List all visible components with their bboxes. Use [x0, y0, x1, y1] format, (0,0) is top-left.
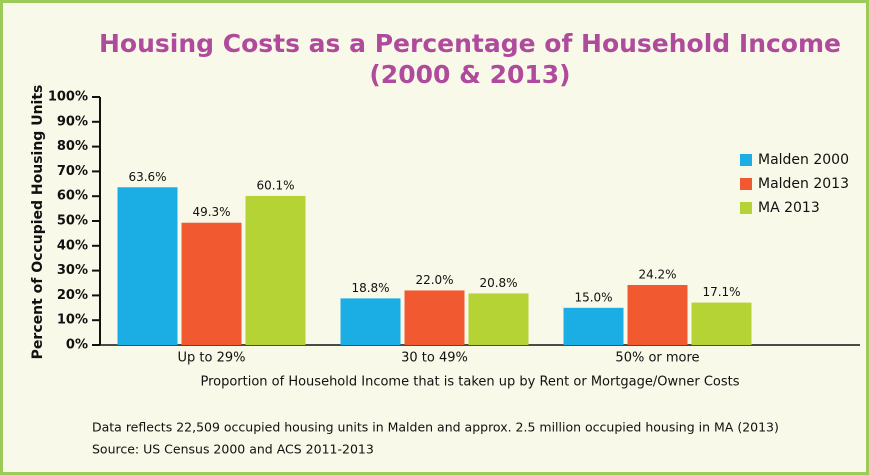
- legend-label: MA 2013: [758, 200, 820, 216]
- legend-label: Malden 2000: [758, 152, 849, 168]
- legend-swatch: [740, 154, 752, 166]
- bar: [245, 195, 306, 345]
- value-label: 18.8%: [351, 281, 389, 295]
- x-tick-label: 30 to 49%: [401, 351, 468, 366]
- y-tick-label: 30%: [57, 263, 88, 278]
- y-tick-label: 80%: [57, 139, 88, 154]
- value-label: 63.6%: [128, 170, 166, 184]
- x-axis-label: Proportion of Household Income that is t…: [200, 375, 739, 390]
- y-tick-label: 60%: [57, 189, 88, 204]
- y-tick-label: 90%: [57, 114, 88, 129]
- bar: [181, 222, 242, 345]
- y-axis-label: Percent of Occupied Housing Units: [30, 85, 46, 360]
- value-label: 60.1%: [256, 178, 294, 192]
- legend-swatch: [740, 202, 752, 214]
- bar: [404, 290, 465, 345]
- legend-label: Malden 2013: [758, 176, 849, 192]
- value-label: 17.1%: [702, 285, 740, 299]
- chart-subtitle: (2000 & 2013): [369, 60, 570, 89]
- legend-swatch: [740, 178, 752, 190]
- value-label: 20.8%: [479, 276, 517, 290]
- chart-title: Housing Costs as a Percentage of Househo…: [99, 29, 841, 58]
- bar: [468, 293, 529, 345]
- bar: [627, 284, 688, 345]
- bar: [563, 307, 624, 345]
- y-tick-label: 10%: [57, 313, 88, 328]
- note: Source: US Census 2000 and ACS 2011-2013: [92, 442, 374, 457]
- y-tick-label: 70%: [57, 164, 88, 179]
- bar: [691, 302, 752, 345]
- value-label: 22.0%: [415, 273, 453, 287]
- x-tick-label: 50% or more: [615, 351, 699, 366]
- value-label: 15.0%: [574, 290, 612, 304]
- x-tick-label: Up to 29%: [178, 351, 246, 366]
- y-tick-label: 40%: [57, 238, 88, 253]
- y-tick-label: 50%: [57, 214, 88, 229]
- bar: [340, 298, 401, 345]
- y-tick-label: 20%: [57, 288, 88, 303]
- value-label: 49.3%: [192, 205, 230, 219]
- note: Data reflects 22,509 occupied housing un…: [92, 420, 779, 435]
- y-tick-label: 0%: [66, 338, 88, 353]
- bar: [117, 187, 178, 345]
- y-tick-label: 100%: [48, 90, 88, 105]
- value-label: 24.2%: [638, 267, 676, 281]
